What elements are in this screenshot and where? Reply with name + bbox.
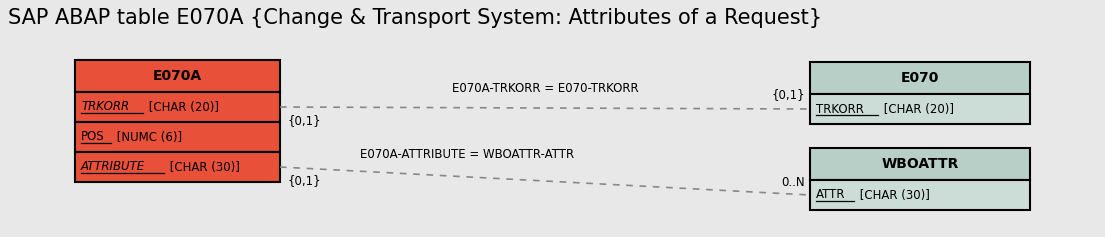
Bar [75, 152, 280, 182]
Text: E070A-TRKORR = E070-TRKORR: E070A-TRKORR = E070-TRKORR [452, 82, 639, 96]
Bar [75, 92, 280, 122]
Bar [810, 148, 1030, 180]
Text: E070A-ATTRIBUTE = WBOATTR-ATTR: E070A-ATTRIBUTE = WBOATTR-ATTR [360, 149, 575, 161]
Text: [NUMC (6)]: [NUMC (6)] [114, 131, 182, 143]
Text: {0,1}: {0,1} [288, 114, 322, 128]
Text: E070A: E070A [152, 69, 202, 83]
Text: WBOATTR: WBOATTR [882, 157, 959, 171]
Text: [CHAR (30)]: [CHAR (30)] [166, 160, 240, 173]
Bar [810, 94, 1030, 124]
Text: ATTRIBUTE: ATTRIBUTE [81, 160, 145, 173]
Text: ATTR: ATTR [815, 188, 845, 201]
Text: {0,1}: {0,1} [288, 174, 322, 187]
Text: 0..N: 0..N [781, 177, 806, 190]
Text: E070: E070 [901, 71, 939, 85]
Bar [810, 180, 1030, 210]
Text: POS: POS [81, 131, 105, 143]
Text: TRKORR: TRKORR [815, 102, 864, 115]
Text: TRKORR: TRKORR [81, 100, 129, 114]
Bar [75, 60, 280, 92]
Text: {0,1}: {0,1} [771, 88, 806, 101]
Text: [CHAR (20)]: [CHAR (20)] [145, 100, 219, 114]
Text: [CHAR (30)]: [CHAR (30)] [856, 188, 930, 201]
Text: SAP ABAP table E070A {Change & Transport System: Attributes of a Request}: SAP ABAP table E070A {Change & Transport… [8, 8, 822, 28]
Text: [CHAR (20)]: [CHAR (20)] [880, 102, 954, 115]
Bar [75, 122, 280, 152]
Bar [810, 62, 1030, 94]
